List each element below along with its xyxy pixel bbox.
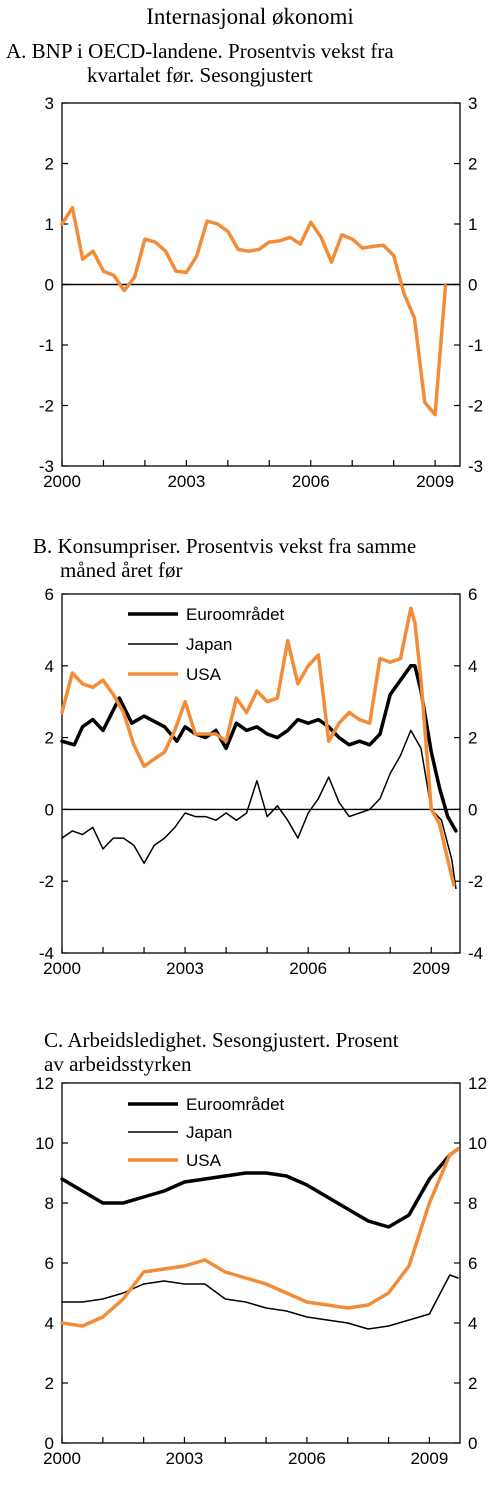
chart-c-legend-label-japan: Japan	[186, 1123, 232, 1142]
chart-a-title-line-1: A. BNP i OECD-landene. Prosentvis vekst …	[6, 39, 394, 63]
chart-c-ytick-label-left: 4	[45, 1314, 54, 1333]
chart-b-title-line-1: B. Konsumpriser. Prosentvis vekst fra sa…	[33, 534, 416, 558]
chart-a-xtick-label: 2003	[167, 472, 205, 491]
chart-b-ytick-label-left: 2	[45, 729, 54, 748]
chart-c-ytick-label-right: 10	[468, 1134, 487, 1153]
chart-a-ytick-label-right: -3	[468, 457, 483, 476]
chart-b-ytick-label-left: -2	[39, 872, 54, 891]
chart-a-ytick-label-left: -1	[39, 336, 54, 355]
chart-b-xtick-label: 2009	[412, 959, 450, 978]
chart-c-ytick-label-right: 8	[468, 1194, 477, 1213]
chart-a-ytick-label-right: -2	[468, 397, 483, 416]
chart-a: A. BNP i OECD-landene. Prosentvis vekst …	[6, 39, 483, 491]
chart-c-ytick-label-right: 4	[468, 1314, 477, 1333]
chart-c-ytick-label-left: 8	[45, 1194, 54, 1213]
chart-c-ytick-label-left: 10	[35, 1134, 54, 1153]
chart-b: B. Konsumpriser. Prosentvis vekst fra sa…	[33, 534, 483, 978]
chart-a-ytick-label-right: 0	[468, 276, 477, 295]
chart-b-legend-label-usa: USA	[186, 665, 222, 684]
chart-c: C. Arbeidsledighet. Sesongjustert. Prose…	[35, 1028, 487, 1468]
chart-b-ytick-label-right: 2	[468, 729, 477, 748]
chart-c-ytick-label-right: 12	[468, 1074, 487, 1093]
chart-c-series-euro	[60, 1147, 460, 1229]
chart-c-ytick-label-right: 0	[468, 1434, 477, 1453]
chart-b-ytick-label-left: 6	[45, 585, 54, 604]
chart-b-ytick-label-right: -4	[468, 944, 483, 963]
chart-c-ytick-label-right: 6	[468, 1254, 477, 1273]
chart-a-xtick-label: 2000	[43, 472, 81, 491]
chart-c-ytick-label-left: 0	[45, 1434, 54, 1453]
chart-b-ytick-label-right: 6	[468, 585, 477, 604]
chart-b-legend-label-euro: Euroområdet	[186, 605, 285, 624]
chart-a-ytick-label-left: 1	[45, 215, 54, 234]
chart-b-xtick-label: 2000	[43, 959, 81, 978]
chart-c-legend-label-usa: USA	[186, 1151, 222, 1170]
chart-c-title-line-1: C. Arbeidsledighet. Sesongjustert. Prose…	[44, 1028, 399, 1052]
chart-b-ytick-label-right: 4	[468, 657, 477, 676]
chart-b-series-euro	[60, 664, 458, 833]
chart-a-ytick-label-right: 3	[468, 94, 477, 113]
chart-b-ytick-label-right: -2	[468, 872, 483, 891]
chart-c-series-usa	[60, 1147, 460, 1328]
chart-c-xtick-label: 2009	[410, 1449, 448, 1468]
chart-c-xtick-label: 2006	[288, 1449, 326, 1468]
chart-b-title-line-2: måned året før	[60, 558, 182, 582]
chart-a-series-line	[60, 205, 448, 417]
chart-b-plot-frame	[61, 593, 461, 954]
chart-c-plot-frame	[61, 1082, 461, 1444]
chart-c-legend-label-euro: Euroområdet	[186, 1095, 285, 1114]
chart-b-xtick-label: 2006	[289, 959, 327, 978]
chart-c-ytick-label-left: 2	[45, 1374, 54, 1393]
chart-a-ytick-label-right: 1	[468, 215, 477, 234]
chart-b-ytick-label-right: 0	[468, 800, 477, 819]
chart-a-ytick-label-left: 3	[45, 94, 54, 113]
chart-b-series-usa	[60, 606, 456, 887]
chart-c-xtick-label: 2000	[43, 1449, 81, 1468]
chart-a-ytick-label-left: 0	[45, 276, 54, 295]
chart-a-ytick-label-left: 2	[45, 155, 54, 174]
chart-b-xtick-label: 2003	[166, 959, 204, 978]
chart-a-ytick-label-right: 2	[468, 155, 477, 174]
chart-b-ytick-label-left: -4	[39, 944, 54, 963]
chart-c-ytick-label-left: 12	[35, 1074, 54, 1093]
chart-c-title-line-2: av arbeidsstyrken	[44, 1052, 192, 1076]
chart-a-ytick-label-left: -2	[39, 397, 54, 416]
chart-c-xtick-label: 2003	[166, 1449, 204, 1468]
chart-c-ytick-label-left: 6	[45, 1254, 54, 1273]
chart-a-title-line-2: kvartalet før. Sesongjustert	[87, 63, 313, 87]
chart-b-ytick-label-left: 4	[45, 657, 54, 676]
chart-a-xtick-label: 2009	[416, 472, 454, 491]
chart-b-legend-label-japan: Japan	[186, 635, 232, 654]
chart-a-ytick-label-left: -3	[39, 457, 54, 476]
chart-a-xtick-label: 2006	[292, 472, 330, 491]
figure-title: Internasjonal økonomi	[146, 4, 354, 29]
chart-a-ytick-label-right: -1	[468, 336, 483, 355]
chart-b-ytick-label-left: 0	[45, 800, 54, 819]
chart-b-series-japan	[61, 729, 457, 890]
chart-c-ytick-label-right: 2	[468, 1374, 477, 1393]
